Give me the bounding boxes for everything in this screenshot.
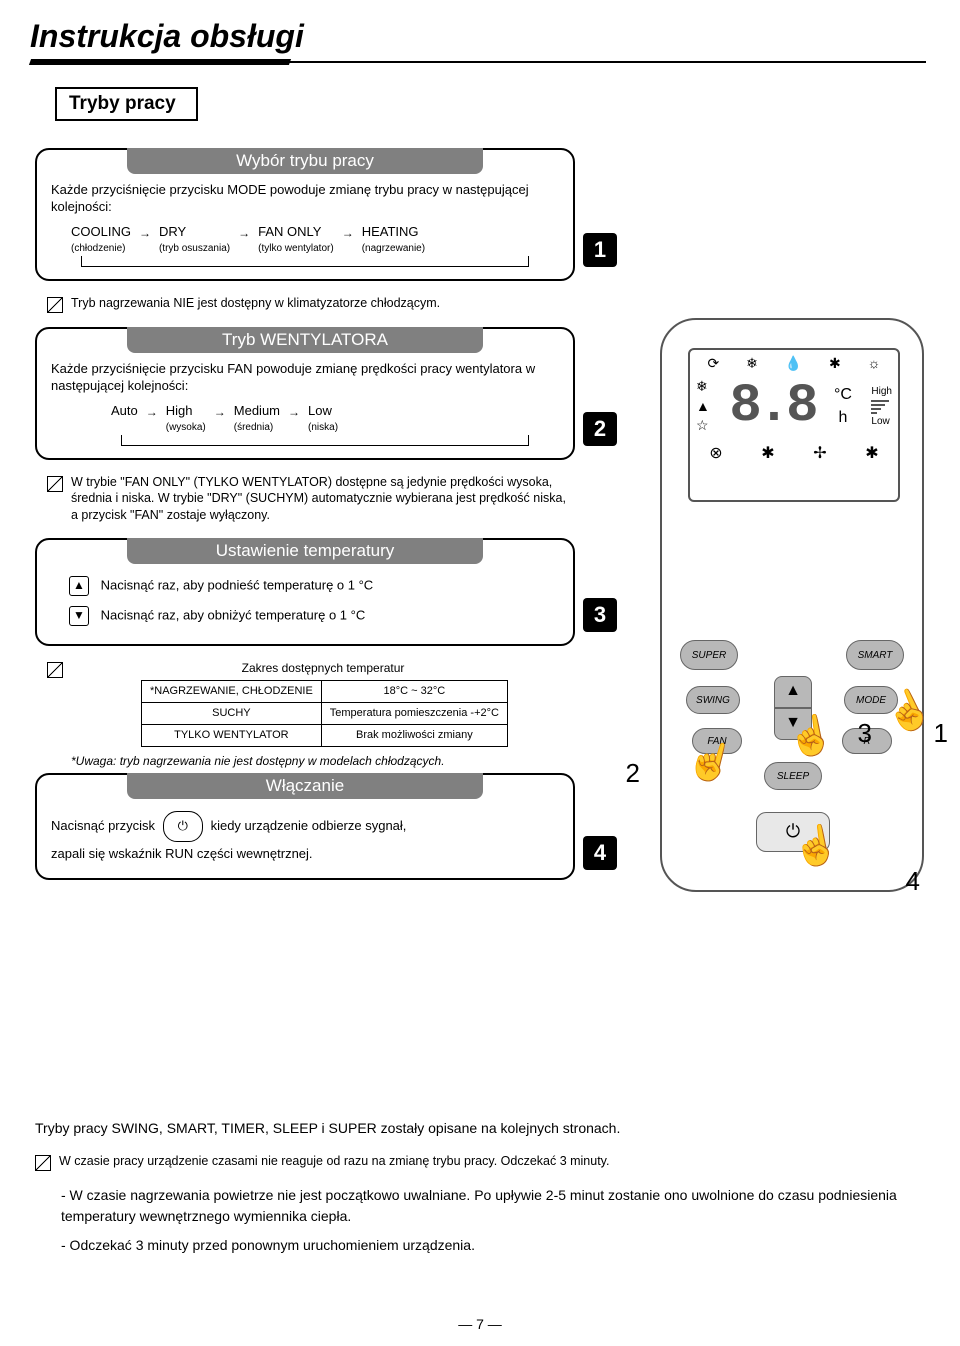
fan-mode-box: Tryb WENTYLATORA Każde przyciśnięcie prz… xyxy=(35,327,575,460)
remote-screen: ⟳ ❄ 💧 ✱ ☼ ❄ ▲ ☆ 8.8 °C h High Low ⊗ xyxy=(688,348,900,502)
box2-header: Tryb WENTYLATORA xyxy=(127,327,483,353)
table-cell: 18°C ~ 32°C xyxy=(321,681,507,703)
super-button[interactable]: SUPER xyxy=(680,640,738,670)
fan-medium: Medium xyxy=(234,403,280,418)
table-cell: *NAGRZEWANIE, CHŁODZENIE xyxy=(142,681,322,703)
mode-button[interactable]: MODE xyxy=(844,686,898,714)
section-tab: Tryby pracy xyxy=(55,87,198,121)
callout-2: 2 xyxy=(626,758,640,789)
box4-header: Włączanie xyxy=(127,773,483,799)
sleep-button[interactable]: SLEEP xyxy=(764,762,822,790)
title-underline xyxy=(30,59,910,65)
box3-header: Ustawienie temperatury xyxy=(127,538,483,564)
mode-fanonly: FAN ONLY xyxy=(258,224,321,239)
page-number: — 7 — xyxy=(0,1316,960,1332)
temperature-box: Ustawienie temperatury ▲ Nacisnąć raz, a… xyxy=(35,538,575,646)
mode-heating: HEATING xyxy=(362,224,419,239)
fan-low: Low xyxy=(308,403,332,418)
fan-icon: ✢ xyxy=(813,443,826,463)
temp-table-block: Zakres dostępnych temperatur *NAGRZEWANI… xyxy=(47,660,575,769)
mode-icon: ❄ xyxy=(746,355,758,372)
unit-h: h xyxy=(834,407,852,429)
left-column: Wybór trybu pracy Każde przyciśnięcie pr… xyxy=(35,148,575,894)
temp-range-table: *NAGRZEWANIE, CHŁODZENIE18°C ~ 32°C SUCH… xyxy=(141,680,508,747)
fan-flow: Auto → High(wysoka) → Medium(średnia) → … xyxy=(111,403,559,433)
fan-icon: ✱ xyxy=(865,443,878,463)
bottom-bullet2: - Odczekać 3 minuty przed ponownym uruch… xyxy=(61,1235,915,1256)
mode-icon: ☼ xyxy=(868,355,881,372)
page-title: Instrukcja obsługi xyxy=(30,18,910,55)
note-icon xyxy=(47,662,63,678)
temp-up-text: Nacisnąć raz, aby podnieść temperaturę o… xyxy=(101,578,374,593)
mode-flow: COOLING(chłodzenie) → DRY(tryb osuszania… xyxy=(71,224,559,254)
bottom-bullet1: - W czasie nagrzewania powietrze nie jes… xyxy=(61,1185,915,1227)
fan-icon: ✱ xyxy=(761,443,774,463)
table-cell: SUCHY xyxy=(142,703,322,725)
fan-high: High xyxy=(166,403,193,418)
temp-caption: Zakres dostępnych temperatur xyxy=(71,660,575,676)
table-cell: Temperatura pomieszczenia -+2°C xyxy=(321,703,507,725)
step-badge-1: 1 xyxy=(583,233,617,267)
power-text: Nacisnąć przycisk ⏻ kiedy urządzenie odb… xyxy=(51,811,559,866)
smart-button[interactable]: SMART xyxy=(846,640,904,670)
mode-icon: 💧 xyxy=(785,355,802,372)
callout-4: 4 xyxy=(906,866,920,897)
table-cell: TYLKO WENTYLATOR xyxy=(142,725,322,747)
mode-dry: DRY xyxy=(159,224,186,239)
box2-intro: Każde przyciśnięcie przycisku FAN powodu… xyxy=(51,361,559,395)
bottom-note: W czasie pracy urządzenie czasami nie re… xyxy=(59,1153,609,1171)
temp-footnote: *Uwaga: tryb nagrzewania nie jest dostęp… xyxy=(71,753,575,769)
temp-up-icon: ▲ xyxy=(69,576,89,596)
screen-bot-icons: ⊗ ✱ ✢ ✱ xyxy=(690,439,898,463)
mode-icon: ⟳ xyxy=(707,355,719,372)
bottom-line1: Tryby pracy SWING, SMART, TIMER, SLEEP i… xyxy=(35,1118,915,1139)
box1-header: Wybór trybu pracy xyxy=(127,148,483,174)
fan-auto: Auto xyxy=(111,403,138,418)
fan-button[interactable]: FAN xyxy=(692,728,742,754)
callout-3: 3 xyxy=(858,718,872,749)
table-cell: Brak możliwości zmiany xyxy=(321,725,507,747)
note-icon xyxy=(47,297,63,313)
temp-down-row: ▼ Nacisnąć raz, aby obniżyć temperaturę … xyxy=(69,606,559,626)
note-icon xyxy=(47,476,63,492)
note1-text: Tryb nagrzewania NIE jest dostępny w kli… xyxy=(71,295,440,313)
note2-text: W trybie "FAN ONLY" (TYLKO WENTYLATOR) d… xyxy=(71,474,575,525)
page-header: Instrukcja obsługi xyxy=(30,18,910,65)
step-badge-4: 4 xyxy=(583,836,617,870)
note-1: Tryb nagrzewania NIE jest dostępny w kli… xyxy=(47,295,575,313)
note-2: W trybie "FAN ONLY" (TYLKO WENTYLATOR) d… xyxy=(47,474,575,525)
temp-down-icon: ▼ xyxy=(69,606,89,626)
seg-display: 8.8 xyxy=(729,376,814,437)
screen-top-icons: ⟳ ❄ 💧 ✱ ☼ xyxy=(690,350,898,374)
power-text-after: kiedy urządzenie odbierze sygnał, xyxy=(211,818,407,833)
remote-control: ⟳ ❄ 💧 ✱ ☼ ❄ ▲ ☆ 8.8 °C h High Low ⊗ xyxy=(660,318,924,892)
unit-c: °C xyxy=(834,384,852,406)
step-badge-3: 3 xyxy=(583,598,617,632)
screen-left-icons: ❄ ▲ ☆ xyxy=(696,377,710,436)
fan-level-labels: High Low xyxy=(871,386,892,428)
temp-up-row: ▲ Nacisnąć raz, aby podnieść temperaturę… xyxy=(69,576,559,596)
power-text-line2: zapali się wskaźnik RUN części wewnętrzn… xyxy=(51,846,313,861)
power-button[interactable]: ⏻ xyxy=(756,812,830,852)
note-icon xyxy=(35,1155,51,1171)
bottom-text-block: Tryby pracy SWING, SMART, TIMER, SLEEP i… xyxy=(35,1118,915,1256)
mode-icon: ✱ xyxy=(829,355,841,372)
power-icon-inline: ⏻ xyxy=(163,811,203,842)
swing-button[interactable]: SWING xyxy=(686,686,740,714)
step-badge-2: 2 xyxy=(583,412,617,446)
temp-down-button[interactable]: ▼ xyxy=(774,708,812,740)
mode-select-box: Wybór trybu pracy Każde przyciśnięcie pr… xyxy=(35,148,575,281)
mode-cooling: COOLING xyxy=(71,224,131,239)
power-text-before: Nacisnąć przycisk xyxy=(51,818,155,833)
power-on-box: Włączanie Nacisnąć przycisk ⏻ kiedy urzą… xyxy=(35,773,575,880)
screen-mid: ❄ ▲ ☆ 8.8 °C h High Low xyxy=(690,374,898,439)
fan-icon: ⊗ xyxy=(709,443,722,463)
temp-up-button[interactable]: ▲ xyxy=(774,676,812,708)
callout-1: 1 xyxy=(934,718,948,749)
box1-intro: Każde przyciśnięcie przycisku MODE powod… xyxy=(51,182,559,216)
temp-down-text: Nacisnąć raz, aby obniżyć temperaturę o … xyxy=(101,608,366,623)
